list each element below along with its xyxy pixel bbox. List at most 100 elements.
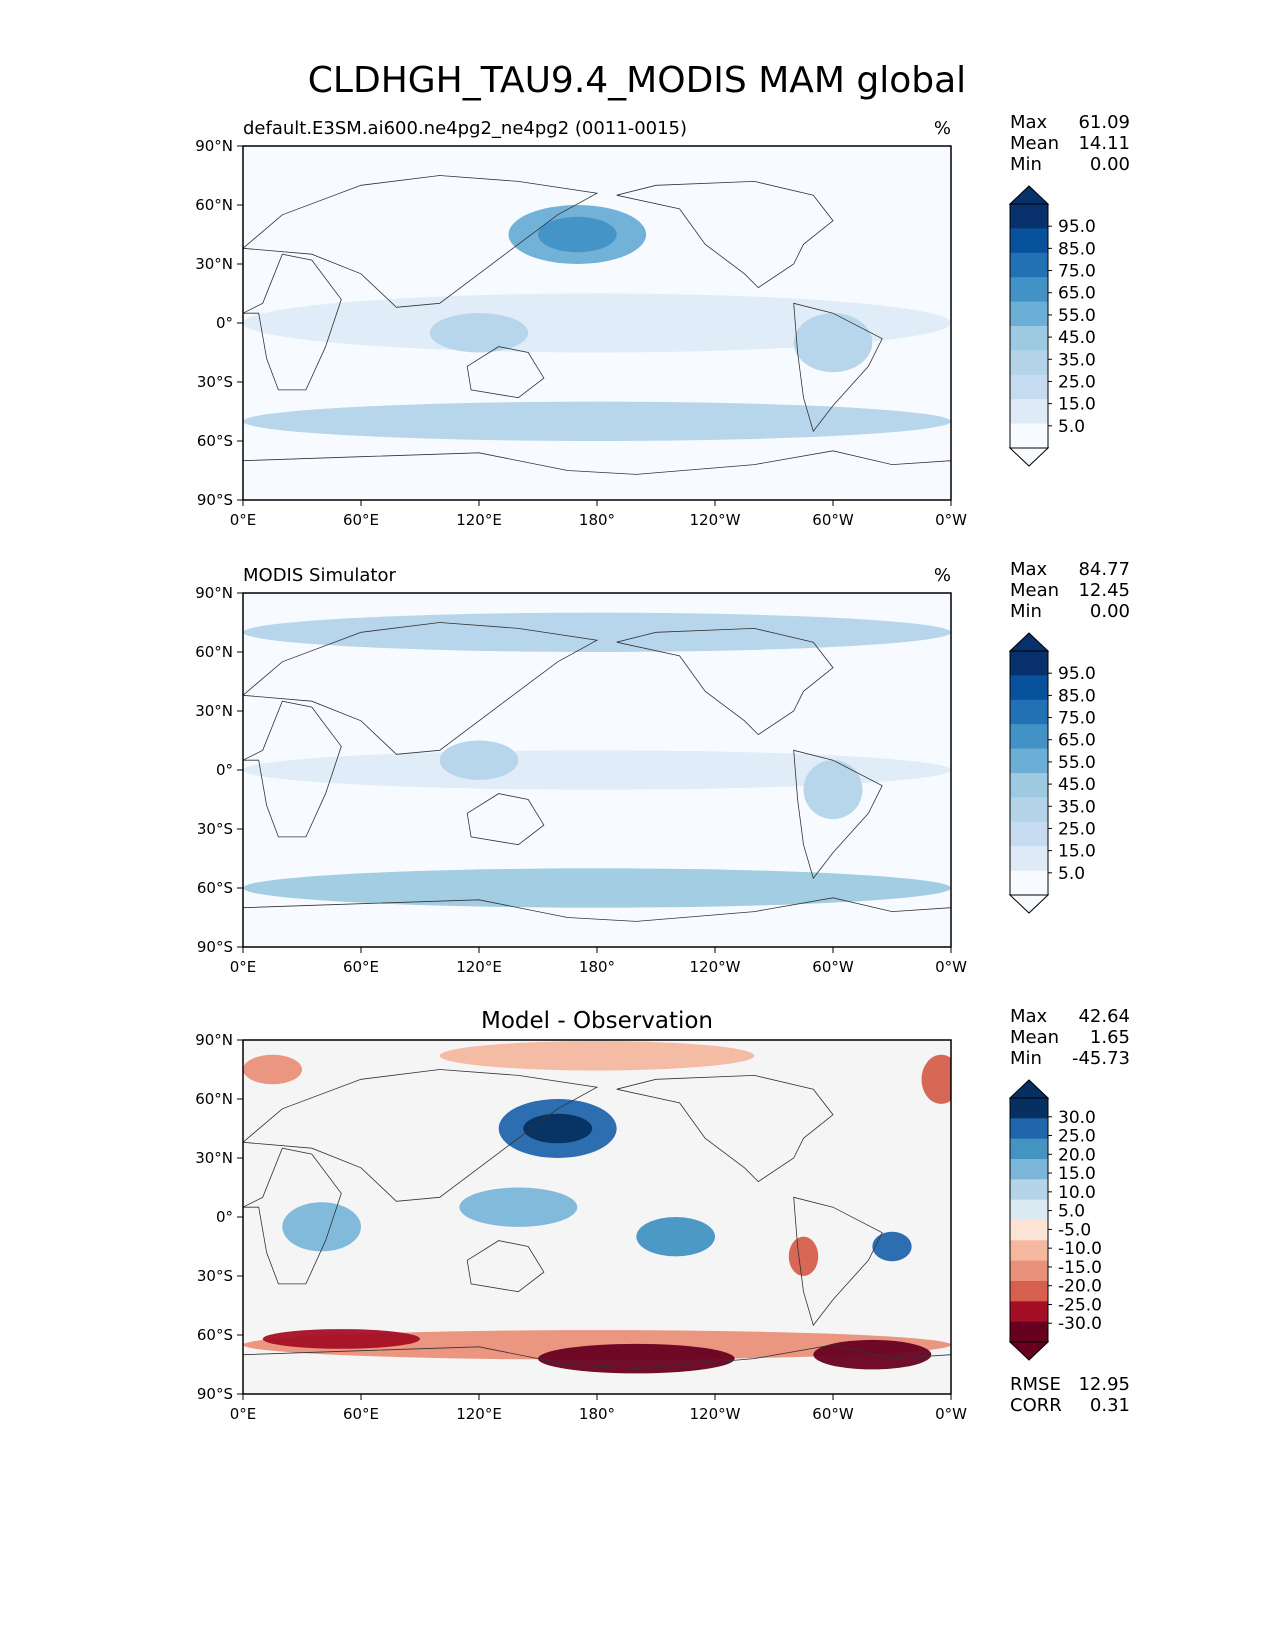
- colorbar: 95.085.0 75.065.055.045.035.025.0 15.05.0: [1008, 185, 1096, 467]
- stat-value-corr: 0.31: [1090, 1395, 1130, 1416]
- coastline: [793, 749, 883, 880]
- x-tick-label: 120°E: [456, 1405, 502, 1423]
- y-tick-label: 30°N: [195, 702, 233, 720]
- colorbar-tick-label: 95.0: [1058, 217, 1096, 237]
- colorbar-segment: [1010, 1321, 1048, 1343]
- contour-region: [243, 1054, 302, 1085]
- contour-region: [439, 740, 519, 780]
- coastline: [243, 897, 951, 947]
- coastline: [243, 253, 342, 391]
- y-tick-label: 30°N: [195, 1149, 233, 1167]
- coastline: [616, 180, 834, 289]
- contour-region: [793, 313, 873, 373]
- figure-title: CLDHGH_TAU9.4_MODIS MAM global: [308, 60, 966, 101]
- colorbar-segment: [1010, 1179, 1048, 1201]
- contour-region: [243, 1330, 951, 1360]
- colorbar-segment: [1010, 301, 1048, 327]
- colorbar-tick-label: 75.0: [1058, 262, 1096, 282]
- colorbar-tick-label: 25.0: [1058, 372, 1096, 392]
- x-tick-label: 60°E: [343, 1405, 379, 1423]
- x-tick-label: 60°W: [812, 958, 854, 976]
- colorbar-segment: [1010, 1240, 1048, 1262]
- colorbar-tick-label: 5.0: [1058, 417, 1085, 437]
- map-panel-difference: 0°E 60°E 120°E 180° 120°W 60°W 0°W 90°N 60°N 30°N…: [195, 1006, 1130, 1423]
- x-tick-label: 0°W: [935, 1405, 967, 1423]
- contour-region: [538, 216, 617, 253]
- stat-label-mean: Mean: [1010, 580, 1059, 601]
- colorbar-segment: [1010, 228, 1048, 254]
- stat-value-mean: 12.45: [1078, 580, 1130, 601]
- x-tick-label: 60°W: [812, 1405, 854, 1423]
- colorbar-segment: [1010, 1281, 1048, 1302]
- y-tick-label: 0°: [216, 314, 233, 332]
- colorbar-segment: [1010, 1220, 1048, 1241]
- colorbar-tick-label: -30.0: [1058, 1314, 1102, 1334]
- contour-region: [921, 1054, 951, 1104]
- coastline: [616, 627, 834, 736]
- colorbar-tick-label: 55.0: [1058, 306, 1096, 326]
- x-tick-label: 120°W: [690, 1405, 741, 1423]
- colorbar-tick-label: 35.0: [1058, 350, 1096, 370]
- x-tick-label: 60°W: [812, 511, 854, 529]
- colorbar-tick-label: 20.0: [1058, 1145, 1096, 1165]
- coastline: [243, 175, 599, 308]
- x-tick-label: 120°E: [456, 511, 502, 529]
- x-tick-label: 0°E: [230, 1405, 257, 1423]
- stat-value-max: 42.64: [1078, 1006, 1130, 1027]
- x-tick-label: 120°W: [690, 958, 741, 976]
- y-tick-label: 30°N: [195, 255, 233, 273]
- map-panel-test: 0°E 60°E 120°E 180° 120°W 60°W 0°W 90°N 60°N 30°N…: [195, 112, 1130, 529]
- contour-region: [872, 1231, 912, 1262]
- x-tick-label: 60°E: [343, 958, 379, 976]
- colorbar-tick-label: 30.0: [1058, 1108, 1096, 1128]
- colorbar-tick-label: -25.0: [1058, 1295, 1102, 1315]
- colorbar-tick-label: 5.0: [1058, 864, 1085, 884]
- panel-title: default.E3SM.ai600.ne4pg2_ne4pg2 (0011-0…: [243, 118, 687, 139]
- colorbar-segment: [1010, 350, 1048, 376]
- y-tick-label: 60°S: [197, 879, 233, 897]
- colorbar-tick-label: 65.0: [1058, 731, 1096, 751]
- y-tick-label: 0°: [216, 1208, 233, 1226]
- contour-region: [813, 1339, 932, 1370]
- y-tick-label: 60°N: [195, 643, 233, 661]
- y-tick-label: 30°S: [197, 1267, 233, 1285]
- contour-region: [538, 1343, 735, 1374]
- y-tick-label: 60°N: [195, 1090, 233, 1108]
- panel-title: MODIS Simulator: [243, 565, 396, 586]
- panel-title: Model - Observation: [481, 1008, 713, 1034]
- stat-value-mean: 14.11: [1078, 133, 1130, 154]
- colorbar-frame: [1009, 203, 1049, 449]
- coastline: [616, 1074, 834, 1183]
- x-tick-label: 180°: [579, 1405, 615, 1423]
- colorbar-segment: [1010, 773, 1048, 798]
- contour-region: [803, 760, 863, 820]
- colorbar-segment: [1010, 1301, 1048, 1323]
- x-tick-label: 180°: [579, 958, 615, 976]
- stat-label-max: Max: [1010, 559, 1048, 580]
- stat-label-max: Max: [1010, 1006, 1048, 1027]
- colorbar-segment: [1010, 252, 1048, 278]
- contour-region: [439, 1040, 755, 1071]
- colorbar-tick-label: 15.0: [1058, 395, 1096, 415]
- contour-region: [243, 401, 951, 442]
- colorbar-tick-label: -10.0: [1058, 1239, 1102, 1259]
- stat-label-min: Min: [1010, 601, 1042, 622]
- colorbar-segment: [1010, 651, 1048, 676]
- colorbar-extend-bottom: [1008, 447, 1050, 467]
- coastline: [793, 302, 883, 433]
- coastline: [466, 346, 545, 399]
- colorbar-tick-label: 65.0: [1058, 284, 1096, 304]
- contour-field: [243, 612, 951, 947]
- coastline: [243, 1147, 342, 1285]
- stat-value-max: 84.77: [1078, 559, 1130, 580]
- colorbar-extend-bottom: [1008, 1341, 1050, 1361]
- colorbar-tick-label: 15.0: [1058, 842, 1096, 862]
- colorbar-extend-bottom: [1008, 894, 1050, 914]
- x-tick-label: 0°E: [230, 511, 257, 529]
- x-tick-label: 0°W: [935, 958, 967, 976]
- coastline: [243, 1344, 951, 1394]
- colorbar-segment: [1010, 699, 1048, 725]
- colorbar-segment: [1010, 846, 1048, 872]
- colorbar-segment: [1010, 797, 1048, 823]
- colorbar-tick-label: 25.0: [1058, 819, 1096, 839]
